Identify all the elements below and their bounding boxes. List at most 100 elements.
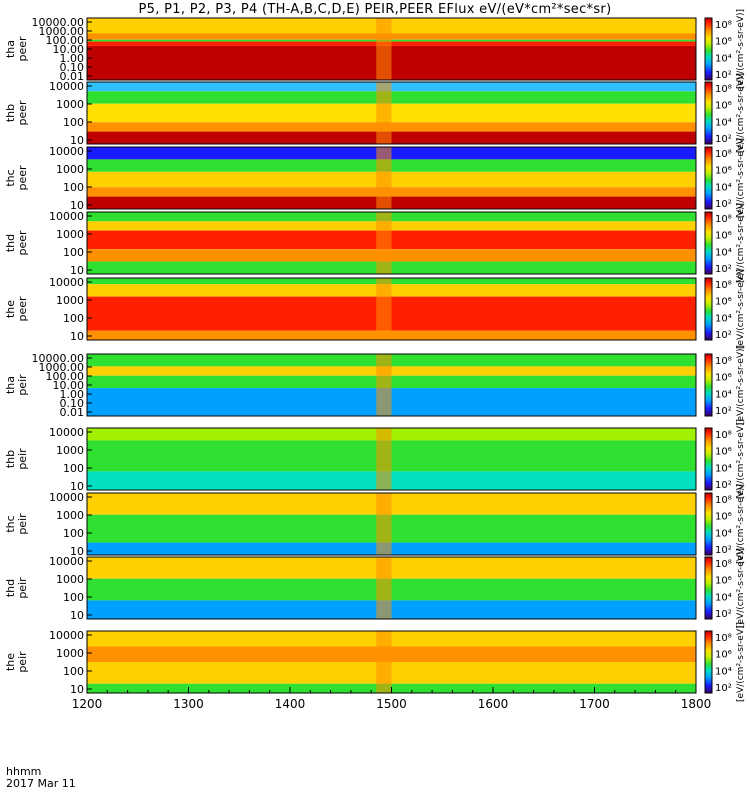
panel-ylabel: peer [16, 230, 29, 256]
spectrogram-field [87, 354, 696, 416]
event-stripe [376, 428, 392, 490]
colorbar-tick-label: 10⁶ [715, 373, 732, 384]
x-tick-label: 1800 [681, 697, 712, 711]
panel-ylabel: peer [16, 296, 29, 322]
spectrogram-field [87, 428, 696, 490]
colorbar-tick-label: 10⁴ [715, 592, 732, 603]
panel-the-peer: 10000 1000 100 10 the peer 10⁸ 10⁶ 10⁴ 10² [eV/(cm… [4, 269, 746, 349]
y-tick-label: 10 [70, 545, 84, 558]
y-tick-label: 1000 [56, 573, 84, 586]
y-tick-label: 1000.00 [39, 25, 85, 38]
y-tick-label: 1000 [56, 228, 84, 241]
y-tick-label: 100 [63, 246, 84, 259]
spectrogram-field [87, 278, 696, 340]
panel-frame [86, 211, 697, 275]
colorbar-tick-label: 10⁶ [715, 101, 732, 112]
y-tick-label: 100 [63, 527, 84, 540]
panel-ylabel: peer [16, 165, 29, 191]
colorbar-label: [eV/(cm²-s-sr-eV)] [736, 548, 746, 628]
colorbar-tick-label: 10⁸ [715, 559, 732, 570]
time-axis-caption: hhmm 2017 Mar 11 [6, 766, 76, 790]
colorbar-tick-label: 10⁴ [715, 182, 732, 193]
colorbar-label: [eV/(cm²-s-sr-eV)] [736, 622, 746, 702]
colorbar-tick-label: 10² [715, 70, 732, 81]
panel-ylabel: thb [4, 450, 17, 468]
y-tick-label: 10000 [49, 210, 84, 223]
colorbar-tick-label: 10² [715, 199, 732, 210]
panel-ylabel: thc [4, 169, 17, 186]
y-tick-label: 1.00 [60, 52, 85, 65]
colorbar-label: [eV/(cm²-s-sr-eV)] [736, 269, 746, 349]
panel-ylabel: thd [4, 579, 17, 597]
y-tick-label: 10 [70, 199, 84, 212]
y-tick-label: 1000 [56, 163, 84, 176]
colorbar-tick-label: 10⁸ [715, 633, 732, 644]
y-tick-label: 1000 [56, 294, 84, 307]
spectrogram-field [87, 557, 696, 619]
time-axis-unit: hhmm [6, 765, 42, 778]
colorbar-tick-label: 10⁶ [715, 166, 732, 177]
y-tick-label: 10 [70, 683, 84, 696]
y-tick-label: 1000 [56, 509, 84, 522]
spectrogram-field [87, 212, 696, 274]
panel-frame [86, 81, 697, 145]
colorbar-tick-label: 10⁶ [715, 650, 732, 661]
colorbar-tick-label: 10² [715, 330, 732, 341]
panel-ylabel: thd [4, 234, 17, 252]
x-tick-label: 1400 [275, 697, 306, 711]
panel-ylabel: peir [16, 577, 29, 599]
y-tick-label: 10.00 [53, 43, 85, 56]
colorbar-tick-label: 10⁶ [715, 576, 732, 587]
colorbar-tick-label: 10⁴ [715, 117, 732, 128]
y-tick-label: 100.00 [46, 34, 85, 47]
y-tick-label: 10 [70, 480, 84, 493]
y-tick-label: 100 [63, 116, 84, 129]
y-tick-label: 0.10 [60, 61, 85, 74]
colorbar-tick-label: 10⁸ [715, 20, 732, 31]
spectrogram-field [87, 631, 696, 693]
colorbar-tick-label: 10⁸ [715, 214, 732, 225]
panel-thd-peir: 10000 1000 100 10 thd peir 10⁸ 10⁶ 10⁴ 10² [eV/(cm… [4, 548, 746, 628]
y-tick-label: 10 [70, 134, 84, 147]
colorbar-tick-label: 10² [715, 545, 732, 556]
colorbar-tick-label: 10⁴ [715, 389, 732, 400]
y-tick-label: 100.00 [46, 370, 85, 383]
colorbar-label: [eV/(cm²-s-sr-eV)] [736, 138, 746, 218]
y-tick-label: 0.01 [60, 70, 85, 83]
panel-thd-peer: 10000 1000 100 10 thd peer 10⁸ 10⁶ 10⁴ 10² [eV/(cm… [4, 203, 746, 283]
y-tick-label: 100 [63, 312, 84, 325]
panel-ylabel: the [4, 653, 17, 671]
colorbar-label: [eV/(cm²-s-sr-eV)] [736, 484, 746, 564]
panel-ylabel: tha [4, 376, 17, 394]
colorbar-tick-label: 10⁴ [715, 313, 732, 324]
colorbar-tick-label: 10⁸ [715, 149, 732, 160]
event-stripe [376, 82, 392, 144]
y-tick-label: 0.01 [60, 406, 85, 419]
colorbar-label: [eV/(cm²-s-sr-eV)] [736, 73, 746, 153]
panel-ylabel: peir [16, 513, 29, 535]
panel-thc-peir: 10000 1000 100 10 thc peir 10⁸ 10⁶ 10⁴ 10² [eV/(cm… [4, 484, 746, 564]
colorbar [704, 146, 713, 210]
colorbar-label: [eV/(cm²-s-sr-eV)] [736, 419, 746, 499]
panel-ylabel: peer [16, 100, 29, 126]
panel-ylabel: peir [16, 651, 29, 673]
y-tick-label: 100 [63, 665, 84, 678]
y-tick-label: 10.00 [53, 379, 85, 392]
y-tick-label: 10000.00 [32, 352, 85, 365]
colorbar-tick-label: 10² [715, 406, 732, 417]
x-tick-label: 1200 [72, 697, 103, 711]
y-tick-label: 0.10 [60, 397, 85, 410]
figure-title: P5, P1, P2, P3, P4 (TH-A,B,C,D,E) PEIR,P… [138, 2, 612, 17]
y-tick-label: 1.00 [60, 388, 85, 401]
panel-ylabel: the [4, 300, 17, 318]
y-tick-label: 1000 [56, 98, 84, 111]
spectrogram-field [87, 18, 696, 80]
panel-frame [86, 492, 697, 556]
y-tick-label: 10 [70, 330, 84, 343]
colorbar-label: [eV/(cm²-s-sr-eV)] [736, 345, 746, 425]
x-tick-label: 1500 [376, 697, 407, 711]
colorbar-tick-label: 10⁸ [715, 495, 732, 506]
